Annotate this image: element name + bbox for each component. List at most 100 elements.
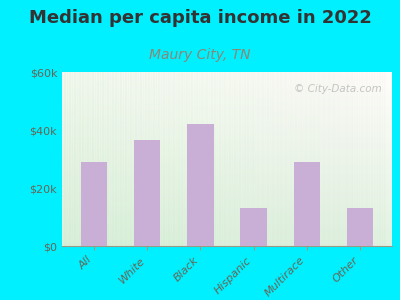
Bar bbox=[62, 96, 392, 97]
Bar bbox=[62, 171, 392, 172]
Bar bbox=[262, 72, 263, 246]
Bar bbox=[69, 72, 70, 246]
Bar bbox=[255, 72, 257, 246]
Bar bbox=[62, 179, 392, 180]
Bar bbox=[166, 72, 168, 246]
Bar bbox=[62, 205, 392, 206]
Bar bbox=[62, 124, 392, 125]
Bar bbox=[62, 199, 392, 200]
Bar bbox=[379, 72, 380, 246]
Bar bbox=[62, 85, 392, 86]
Bar bbox=[62, 122, 392, 123]
Bar bbox=[272, 72, 273, 246]
Bar bbox=[62, 208, 392, 209]
Bar bbox=[62, 196, 392, 197]
Bar bbox=[196, 72, 197, 246]
Bar bbox=[192, 72, 194, 246]
Bar bbox=[62, 93, 392, 94]
Bar bbox=[62, 148, 392, 149]
Bar bbox=[62, 72, 392, 73]
Bar bbox=[179, 72, 181, 246]
Bar bbox=[85, 72, 87, 246]
Bar bbox=[216, 72, 217, 246]
Bar bbox=[62, 245, 392, 246]
Bar bbox=[62, 175, 392, 176]
Bar bbox=[62, 117, 392, 118]
Bar bbox=[62, 236, 392, 237]
Bar bbox=[62, 82, 392, 83]
Bar bbox=[62, 232, 392, 233]
Bar bbox=[242, 72, 244, 246]
Bar bbox=[306, 72, 308, 246]
Bar bbox=[206, 72, 207, 246]
Bar bbox=[158, 72, 159, 246]
Bar bbox=[62, 92, 392, 93]
Bar bbox=[116, 72, 118, 246]
Bar bbox=[62, 202, 392, 203]
Bar bbox=[318, 72, 319, 246]
Bar bbox=[62, 142, 392, 143]
Bar bbox=[308, 72, 310, 246]
Bar bbox=[326, 72, 328, 246]
Bar bbox=[212, 72, 214, 246]
Bar bbox=[62, 136, 392, 137]
Bar bbox=[282, 72, 283, 246]
Bar bbox=[62, 77, 392, 78]
Bar bbox=[62, 215, 392, 216]
Bar bbox=[62, 73, 392, 74]
Bar bbox=[118, 72, 120, 246]
Bar bbox=[62, 227, 392, 228]
Bar bbox=[62, 178, 392, 179]
Bar bbox=[62, 237, 392, 238]
Bar bbox=[62, 203, 392, 204]
Bar bbox=[344, 72, 346, 246]
Bar bbox=[354, 72, 356, 246]
Bar bbox=[275, 72, 276, 246]
Bar bbox=[265, 72, 266, 246]
Bar bbox=[169, 72, 171, 246]
Bar bbox=[329, 72, 331, 246]
Bar bbox=[62, 106, 392, 107]
Bar bbox=[182, 72, 184, 246]
Bar bbox=[78, 72, 80, 246]
Bar bbox=[295, 72, 296, 246]
Bar bbox=[62, 90, 392, 91]
Bar bbox=[122, 72, 123, 246]
Bar bbox=[123, 72, 125, 246]
Bar bbox=[244, 72, 245, 246]
Bar bbox=[250, 72, 252, 246]
Bar bbox=[62, 186, 392, 187]
Bar bbox=[235, 72, 237, 246]
Bar bbox=[62, 114, 392, 115]
Bar bbox=[197, 72, 199, 246]
Bar bbox=[62, 110, 392, 111]
Bar bbox=[62, 84, 392, 85]
Bar bbox=[240, 208, 267, 246]
Bar bbox=[62, 149, 392, 150]
Bar bbox=[62, 166, 392, 167]
Text: Maury City, TN: Maury City, TN bbox=[149, 48, 251, 62]
Bar bbox=[62, 160, 392, 161]
Bar bbox=[143, 72, 144, 246]
Bar bbox=[62, 187, 392, 188]
Bar bbox=[62, 155, 392, 156]
Bar bbox=[62, 167, 392, 168]
Bar bbox=[62, 238, 392, 239]
Bar bbox=[176, 72, 178, 246]
Bar bbox=[62, 104, 392, 105]
Bar bbox=[310, 72, 311, 246]
Bar bbox=[70, 72, 72, 246]
Bar bbox=[382, 72, 384, 246]
Bar bbox=[62, 120, 392, 121]
Bar bbox=[97, 72, 98, 246]
Bar bbox=[150, 72, 151, 246]
Bar bbox=[62, 151, 392, 152]
Bar bbox=[75, 72, 77, 246]
Bar bbox=[62, 244, 392, 245]
Bar bbox=[352, 72, 354, 246]
Bar bbox=[62, 198, 392, 199]
Bar bbox=[62, 177, 392, 178]
Bar bbox=[110, 72, 112, 246]
Bar bbox=[389, 72, 390, 246]
Bar bbox=[62, 113, 392, 114]
